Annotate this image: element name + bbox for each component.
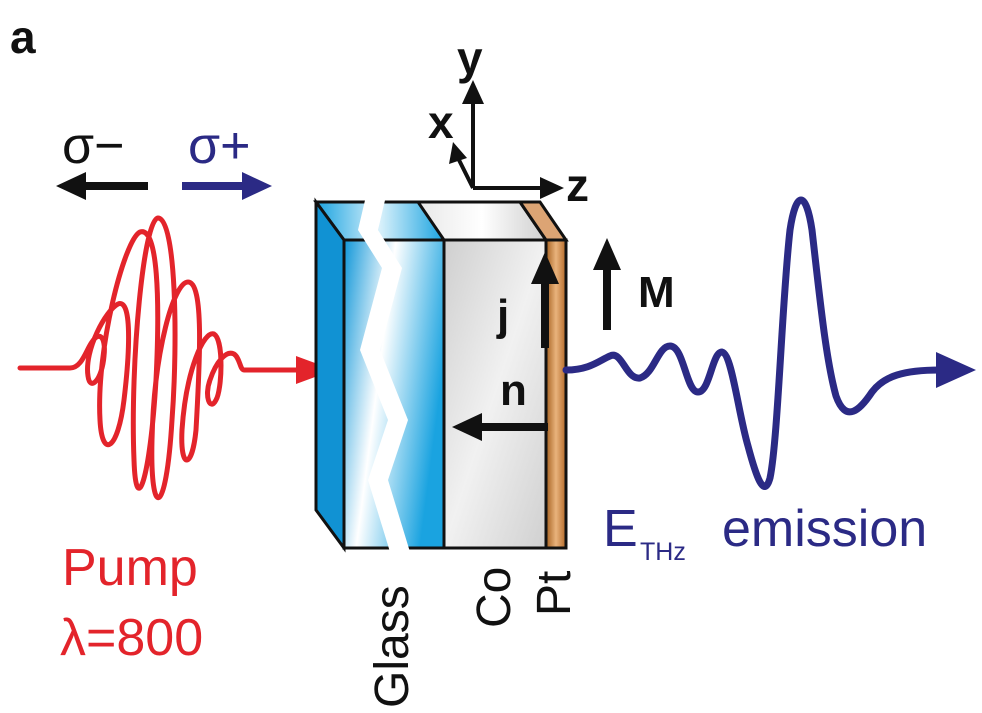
normal-n-arrow: n: [452, 366, 548, 441]
layer-label-glass: Glass: [366, 585, 419, 708]
pt-layer: [517, 200, 569, 550]
layer-label-co: Co: [468, 567, 521, 628]
thz-arrowhead: [936, 352, 976, 388]
emission-subscript: THz: [640, 538, 686, 566]
layer-label-pt: Pt: [528, 571, 581, 616]
axis-label-y: y: [457, 32, 483, 84]
thz-waveform: [562, 196, 944, 490]
pump-label: Pump: [62, 539, 198, 597]
current-j-label: j: [496, 291, 509, 340]
emission-label: E THz emission: [603, 500, 927, 566]
sigma-plus-arrow: [182, 172, 272, 200]
axis-label-x: x: [428, 96, 454, 148]
axis-label-z: z: [566, 159, 589, 211]
emission-word: emission: [722, 500, 927, 558]
magnetization-m-arrow: M: [593, 238, 675, 330]
sigma-minus-label: σ−: [62, 117, 124, 175]
panel-label: a: [10, 11, 36, 63]
sigma-plus-label: σ+: [188, 117, 250, 175]
glass-break: [358, 196, 410, 552]
polarization: σ− σ+: [56, 117, 272, 200]
normal-n-label: n: [500, 366, 527, 415]
pump-pulse: [17, 215, 303, 501]
coordinate-axes: y x z: [428, 32, 589, 211]
magnetization-m-label: M: [638, 268, 675, 317]
co-layer: [415, 200, 549, 550]
sample-stack: [313, 196, 569, 553]
emission-field-symbol: E: [603, 500, 638, 558]
sigma-minus-arrow: [56, 172, 148, 200]
pump-wavelength: λ=800: [60, 609, 203, 667]
current-j-arrow: j: [496, 252, 559, 348]
